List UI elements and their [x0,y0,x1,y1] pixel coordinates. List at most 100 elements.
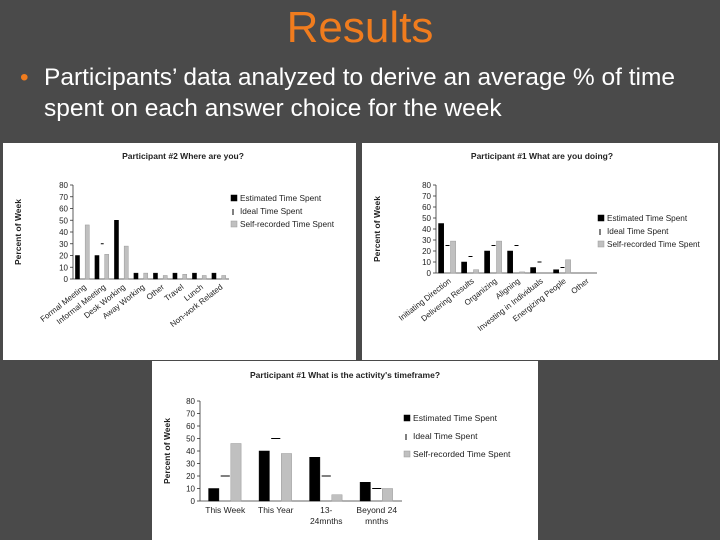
y-tick-label: 40 [422,225,431,234]
chart-title: Participant #1 What is the activity's ti… [250,370,440,380]
bar-estimated-time-spent-energizing-people [553,269,559,274]
y-tick-label: 50 [59,216,68,225]
y-tick-label: 70 [59,193,68,202]
bar-self-recorded-time-spent-non-work-related [221,275,227,280]
bar-estimated-time-spent-initiating-direction [438,223,444,274]
legend-swatch-estimated-time-spent [597,214,605,222]
bar-self-recorded-time-spent-lunch [201,275,207,280]
legend-label-self-recorded-time-spent: Self-recorded Time Spent [607,240,701,249]
bullet-point: • Participants’ data analyzed to derive … [20,62,710,124]
bar-estimated-time-spent-this-week [208,488,220,502]
y-axis-label: Percent of Week [13,199,23,265]
legend-label-ideal-time-spent: Ideal Time Spent [240,206,303,216]
bar-self-recorded-time-spent-initiating-direction [450,240,456,274]
y-tick-label: 80 [186,397,195,406]
legend-label-self-recorded-time-spent: Self-recorded Time Spent [413,449,511,459]
legend-swatch-estimated-time-spent [230,194,238,202]
y-tick-label: 30 [186,460,195,469]
x-tick-label: This Week [205,505,246,515]
y-tick-label: 20 [186,472,195,481]
bar-self-recorded-time-spent-this-week [230,443,242,502]
slide-title: Results [286,3,434,52]
y-tick-label: 60 [59,205,68,214]
chart-timeframe: Participant #1 What is the activity's ti… [162,370,511,526]
y-axis-label: Percent of Week [372,196,382,262]
chart-where-are-you: Participant #2 Where are you? Percent of … [13,151,335,329]
chart-panel-timeframe: Participant #1 What is the activity's ti… [152,361,538,540]
y-tick-label: 0 [64,275,69,284]
y-tick-label: 60 [422,203,431,212]
y-tick-label: 60 [186,422,195,431]
y-tick-label: 50 [422,214,431,223]
bar-estimated-time-spent-away-working [133,272,139,280]
bar-self-recorded-time-spent-away-working [143,272,149,280]
bar-self-recorded-time-spent-delivering-results [473,269,479,274]
chart-title: Participant #2 Where are you? [122,151,244,161]
bar-estimated-time-spent-this-year [258,450,270,502]
y-tick-label: 30 [422,236,431,245]
x-tick-label: 13-24mnths [310,505,343,526]
chart-panel-where: Participant #2 Where are you? Percent of … [3,143,356,360]
bar-estimated-time-spent-other [153,272,158,280]
legend-swatch-self-recorded-time-spent [597,240,605,248]
y-tick-label: 10 [422,258,431,267]
y-tick-label: 20 [422,247,431,256]
bar-self-recorded-time-spent-informal-meeting [104,254,110,280]
bar-estimated-time-spent-lunch [192,272,197,280]
bar-estimated-time-spent-informal-meeting [94,255,100,280]
x-tick-label: This Year [258,505,294,515]
bullet-dot-icon: • [20,64,29,91]
x-tick-label: Beyond 24 mnths [356,505,397,526]
bar-estimated-time-spent-non-work-related [211,272,217,280]
y-tick-label: 50 [186,435,195,444]
bar-self-recorded-time-spent-beyond-24-mnths [382,488,393,502]
bar-estimated-time-spent-investing-in-individuals [530,267,536,274]
x-tick-label: Other [569,276,591,296]
y-tick-label: 20 [59,252,68,261]
y-tick-label: 0 [191,497,196,506]
y-tick-label: 70 [422,192,431,201]
legend-swatch-self-recorded-time-spent [230,220,238,228]
legend-label-estimated-time-spent: Estimated Time Spent [240,193,322,203]
bar-self-recorded-time-spent-organizing [496,240,502,274]
bar-self-recorded-time-spent-13-24mnths [331,494,343,502]
bar-estimated-time-spent-formal-meeting [75,255,80,280]
bar-estimated-time-spent-organizing [484,250,490,274]
y-tick-label: 70 [186,410,195,419]
legend-label-estimated-time-spent: Estimated Time Spent [607,214,688,223]
bar-self-recorded-time-spent-energizing-people [565,259,571,274]
legend-swatch-self-recorded-time-spent [403,450,411,458]
bullet-text: Participants’ data analyzed to derive an… [44,64,676,122]
bar-self-recorded-time-spent-aligning [519,271,525,274]
bar-estimated-time-spent-desk-working [114,220,119,280]
bar-self-recorded-time-spent-formal-meeting [84,224,90,280]
y-tick-label: 0 [427,269,432,278]
legend-label-estimated-time-spent: Estimated Time Spent [413,413,498,423]
legend-label-ideal-time-spent: Ideal Time Spent [413,431,478,441]
bar-estimated-time-spent-travel [172,272,178,280]
y-tick-label: 80 [59,181,68,190]
legend-label-self-recorded-time-spent: Self-recorded Time Spent [240,219,335,229]
y-tick-label: 30 [59,240,68,249]
chart-title: Participant #1 What are you doing? [471,151,613,161]
y-tick-label: 40 [59,228,68,237]
bar-estimated-time-spent-beyond-24-mnths [359,482,371,502]
y-tick-label: 10 [59,263,68,272]
bar-self-recorded-time-spent-travel [182,274,188,280]
legend-label-ideal-time-spent: Ideal Time Spent [607,227,669,236]
bar-estimated-time-spent-13-24mnths [309,457,321,502]
chart-panel-doing: Participant #1 What are you doing? Percen… [362,143,718,360]
bar-self-recorded-time-spent-desk-working [123,245,129,280]
chart-what-doing: Participant #1 What are you doing? Percen… [372,151,701,333]
y-tick-label: 10 [186,485,195,494]
y-tick-label: 80 [422,181,431,190]
x-tick-label: Travel [163,282,186,303]
bar-self-recorded-time-spent-other [162,275,168,280]
x-tick-label: Other [145,282,167,302]
bar-estimated-time-spent-aligning [507,250,513,274]
bar-self-recorded-time-spent-this-year [281,453,292,502]
legend-swatch-estimated-time-spent [403,414,411,422]
bar-estimated-time-spent-delivering-results [461,261,467,274]
y-tick-label: 40 [186,447,195,456]
y-axis-label: Percent of Week [162,418,172,484]
